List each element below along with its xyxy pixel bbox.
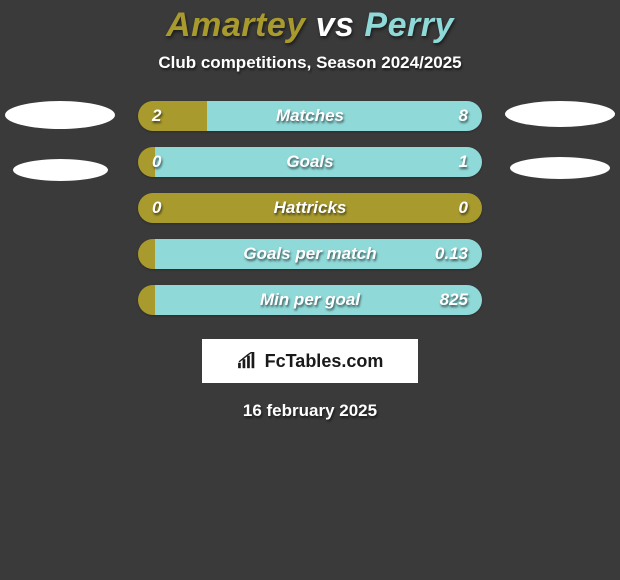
chart-area: 28Matches 01Goals 00Hattricks 0.13Goals per… [0, 101, 620, 331]
badge-oval [13, 159, 108, 181]
badge-oval [5, 101, 115, 129]
badge-oval [510, 157, 610, 179]
bar-row: 28Matches [138, 101, 482, 131]
bar-label: Matches [138, 101, 482, 131]
left-badges [0, 101, 120, 181]
bar-row: 0.13Goals per match [138, 239, 482, 269]
bar-chart-icon [237, 352, 259, 370]
right-badges [500, 101, 620, 179]
bar-row: 825Min per goal [138, 285, 482, 315]
player2-name: Perry [364, 6, 453, 44]
bar-label: Goals per match [138, 239, 482, 269]
bar-row: 01Goals [138, 147, 482, 177]
player1-name: Amartey [166, 6, 306, 44]
page-title: Amartey vs Perry [0, 6, 620, 45]
badge-oval [505, 101, 615, 127]
bar-label: Goals [138, 147, 482, 177]
vs-text: vs [316, 6, 355, 44]
brand-box: FcTables.com [202, 339, 418, 383]
bar-label: Hattricks [138, 193, 482, 223]
subtitle: Club competitions, Season 2024/2025 [0, 53, 620, 73]
footer-date: 16 february 2025 [0, 401, 620, 421]
bar-row: 00Hattricks [138, 193, 482, 223]
comparison-bars: 28Matches 01Goals 00Hattricks 0.13Goals per… [138, 101, 482, 331]
comparison-infographic: Amartey vs Perry Club competitions, Seas… [0, 6, 620, 580]
brand-text: FcTables.com [265, 351, 384, 372]
bar-label: Min per goal [138, 285, 482, 315]
